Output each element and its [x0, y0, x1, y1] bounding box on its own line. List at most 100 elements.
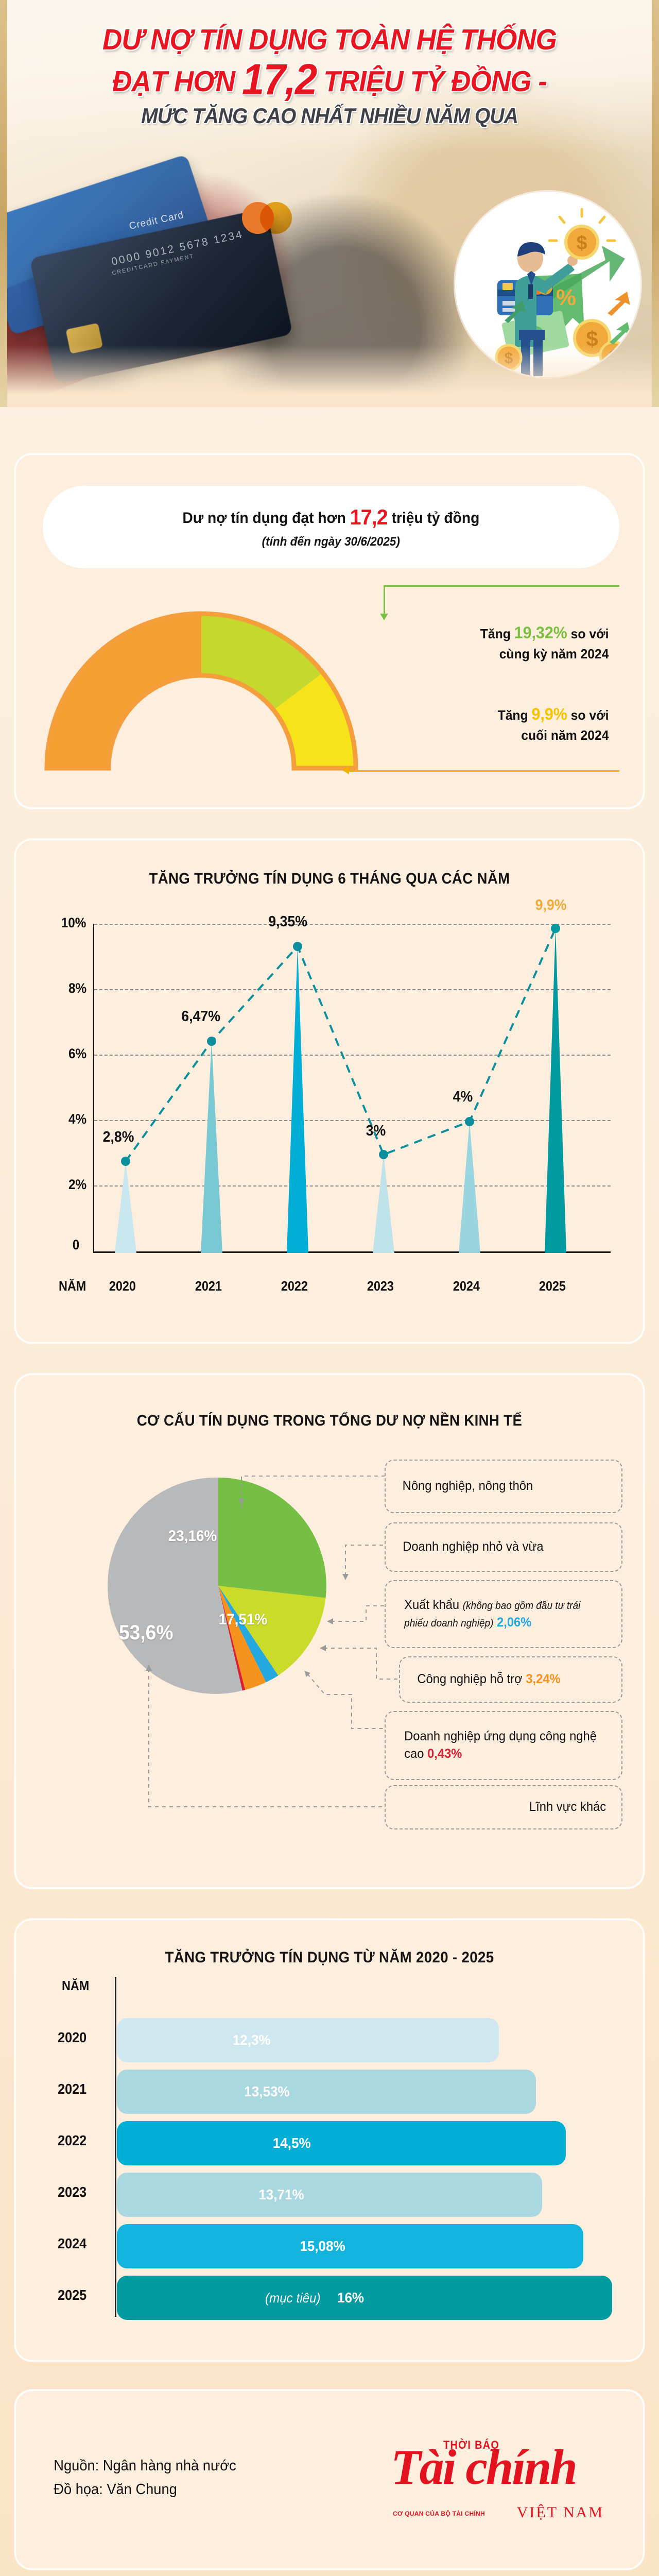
hbar-year-2021: 2021: [58, 2081, 87, 2097]
publication-logo[interactable]: THỜI BÁO Tài chính CƠ QUAN CỦA BỘ TÀI CH…: [391, 2435, 607, 2526]
shine-rays-icon: [548, 208, 616, 242]
hbar-bar-2023[interactable]: 13,71%: [117, 2173, 542, 2217]
gauge-ann1-pre: Tăng: [480, 626, 511, 641]
headline-number: 17,2: [350, 505, 388, 529]
hbar-axis-label-nam: NĂM: [61, 1978, 90, 1993]
spike-value-2025: 9,9%: [535, 897, 567, 913]
hbar-value-2025: 16%: [337, 2290, 364, 2306]
hbar-value-2023: 13,71%: [258, 2187, 304, 2202]
pie-legend-text-4: Doanh nghiệp ứng dụng công nghệ cao 0,43…: [404, 1728, 603, 1763]
spike-2025: [545, 928, 566, 1253]
spike-xlabel-2021: 2021: [195, 1278, 222, 1294]
logo-kicker: THỜI BÁO: [443, 2438, 500, 2451]
pie-legend-nong-nghiep[interactable]: Nông nghiệp, nông thôn: [385, 1460, 622, 1513]
spike-bars-svg: [115, 924, 566, 1253]
gauge-arrow-down-icon: [380, 614, 388, 620]
small-orange-arrow-icon: [608, 292, 630, 316]
pie-legend-cong-nghe-cao[interactable]: Doanh nghiệp ứng dụng công nghệ cao 0,43…: [385, 1711, 622, 1780]
pie-legend-linh-vuc-khac[interactable]: Lĩnh vực khác: [385, 1785, 622, 1829]
spike-trend-line: [125, 928, 557, 1162]
svg-text:$: $: [586, 327, 598, 351]
svg-text:$: $: [576, 232, 587, 254]
coin-icon-top: $: [564, 225, 599, 260]
headline-pill-subline: (tính đến ngày 30/6/2025): [262, 535, 401, 549]
footer-source: Nguồn: Ngân hàng nhà nước: [54, 2458, 236, 2474]
gridline-10: [94, 924, 611, 925]
hbar-year-2022: 2022: [58, 2132, 87, 2148]
pie-legend-text-1: Doanh nghiệp nhỏ và vừa: [403, 1539, 544, 1554]
spike-value-2023: 3%: [366, 1123, 386, 1139]
pie-legend-cn-ho-tro[interactable]: Công nghiệp hỗ trợ 3,24%: [399, 1656, 622, 1703]
ytick-label-8: 8%: [68, 980, 87, 996]
small-green-arrow-icon: [610, 322, 631, 345]
pie-label-khac: 53,6%: [118, 1621, 174, 1644]
headline-pill: Dư nợ tín dụng đạt hơn 17,2 triệu tỷ đồn…: [43, 486, 619, 568]
ytick-label-0: 0: [72, 1237, 80, 1252]
spike-xlabel-2024: 2024: [453, 1278, 480, 1294]
hbar-year-2020: 2020: [58, 2029, 87, 2045]
gauge-lead-yellow: [349, 770, 619, 772]
spike-axis-label-nam: NĂM: [58, 1278, 86, 1294]
title-line-2-post: TRIỆU TỶ ĐỒNG -: [323, 65, 547, 98]
footer-credits: Nguồn: Ngân hàng nhà nước Đồ họa: Văn Ch…: [54, 2454, 236, 2502]
spike-xlabel-2023: 2023: [367, 1278, 394, 1294]
title-line-2: ĐẠT HƠN 17,2 TRIỆU TỶ ĐỒNG -: [23, 57, 636, 102]
gridline-4: [94, 1120, 611, 1121]
hbar-bar-2025[interactable]: (mục tiêu) 16%: [117, 2276, 612, 2320]
hbar-bar-2022[interactable]: 14,5%: [117, 2121, 566, 2165]
connector-xuat-khau: [331, 1605, 385, 1622]
spike-2020: [115, 1161, 136, 1253]
spike-dot-2022: [293, 942, 302, 951]
spike-chart-section: TĂNG TRƯỞNG TÍN DỤNG 6 THÁNG QUA CÁC NĂM…: [14, 839, 645, 1344]
pie-arrow-dnnvv-icon: [342, 1574, 349, 1580]
right-gold-rail: [652, 0, 659, 407]
pie-legend-3-value: 3,24%: [526, 1672, 561, 1687]
logo-country: VIỆT NAM: [516, 2504, 604, 2521]
gauge-ann2-pre: Tăng: [497, 707, 528, 723]
pie-legend-xuat-khau[interactable]: Xuất khẩu (không bao gồm đầu tư trái phi…: [385, 1580, 622, 1648]
title-line-3: MỨC TĂNG CAO NHẤT NHIỀU NĂM QUA: [141, 103, 518, 128]
spike-dot-2024: [465, 1117, 474, 1126]
gridline-6: [94, 1055, 611, 1056]
hbar-bar-2021[interactable]: 13,53%: [117, 2070, 536, 2114]
spike-value-2022: 9,35%: [268, 913, 307, 930]
headline-post: triệu tỷ đồng: [391, 510, 480, 527]
spike-value-2024: 4%: [453, 1089, 473, 1105]
gauge-ann1-value: 19,32%: [514, 623, 567, 642]
pie-legend-2-value: 2,06%: [497, 1615, 532, 1630]
gauge-section: Dư nợ tín dụng đạt hơn 17,2 triệu tỷ đồn…: [14, 453, 645, 809]
pie-slice-cn-ho-tro: [218, 1586, 266, 1690]
hbar-value-2022: 14,5%: [272, 2135, 311, 2151]
spike-2024: [459, 1122, 480, 1253]
pie-slice-xuat-khau: [218, 1586, 279, 1683]
title-line-1: DƯ NỢ TÍN DỤNG TOÀN HỆ THỐNG: [102, 23, 557, 56]
hbar-chart-title: TĂNG TRƯỞNG TÍN DỤNG TỪ NĂM 2020 - 2025: [165, 1949, 494, 1966]
hbar-value-2021: 13,53%: [244, 2083, 290, 2099]
hbar-bar-2020[interactable]: 12,3%: [117, 2018, 499, 2062]
pie-arrow-cn-icon: [320, 1645, 326, 1651]
spike-x-axis: [93, 1251, 611, 1253]
pie-legend-dnnvv[interactable]: Doanh nghiệp nhỏ và vừa: [385, 1522, 622, 1572]
connector-cong-nghe-cao: [307, 1673, 385, 1729]
pie-legend-text-0: Nông nghiệp, nông thôn: [402, 1479, 533, 1494]
spike-dot-2025: [551, 924, 560, 933]
gridline-8: [94, 989, 611, 990]
pie-slice-cong-nghe-cao: [218, 1586, 246, 1691]
gauge-lead-green-horizontal: [384, 585, 619, 587]
pie-label-dnnvv: 17,51%: [218, 1611, 268, 1628]
hero-bottom-fade: [0, 345, 659, 407]
gauge-ann2-post: so với: [570, 707, 609, 723]
hbar-bar-2024[interactable]: 15,08%: [117, 2224, 583, 2268]
connector-cn-ho-tro: [324, 1648, 399, 1680]
footer-section: Nguồn: Ngân hàng nhà nước Đồ họa: Văn Ch…: [14, 2389, 645, 2570]
spike-xlabel-2025: 2025: [539, 1278, 566, 1294]
percent-icon: %: [556, 285, 576, 310]
hero-top-fade: [0, 0, 659, 155]
gauge-arrow-left-icon: [342, 766, 349, 774]
gauge-chart: [31, 593, 371, 778]
hbar-value-2024: 15,08%: [300, 2238, 345, 2254]
footer-graphic: Đồ họa: Văn Chung: [54, 2481, 177, 2498]
pie-chart-svg: [108, 1477, 326, 1694]
gauge-ann2-line2: cuối năm 2024: [521, 727, 609, 743]
